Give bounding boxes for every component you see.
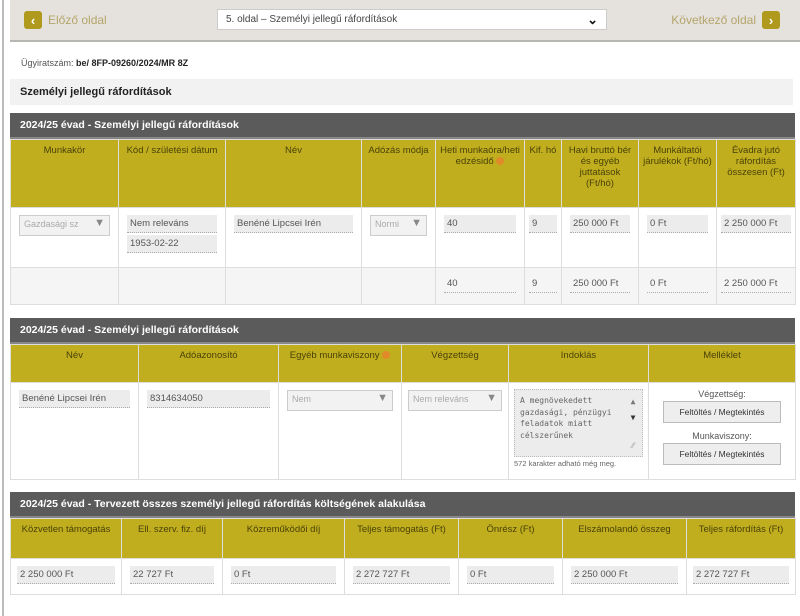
employer-contrib-field: 0 Ft <box>647 215 708 233</box>
col-header: Kif. hó <box>524 139 562 208</box>
settlement-amount-value: 2 250 000 Ft <box>571 566 678 584</box>
qualification-select[interactable]: Nem releváns ▼ <box>408 390 502 411</box>
birth-date-field: 1953-02-22 <box>127 235 217 253</box>
col-header: Végzettség <box>401 344 509 383</box>
col-header: Munkakör <box>10 139 119 208</box>
col-header-label: Heti munkaóra/heti edzésidő <box>440 145 520 167</box>
case-number: Ügyiratszám: be/ 8FP-09260/2024/MR 8Z <box>21 58 188 68</box>
info-icon[interactable] <box>382 351 391 360</box>
control-fee-value: 22 727 Ft <box>130 566 214 584</box>
total-expense-value: 2 272 727 Ft <box>693 566 789 584</box>
chevron-down-icon: ▼ <box>94 217 105 229</box>
col-header: Elszámolandó összeg <box>562 518 687 559</box>
chevron-down-icon: ▼ <box>411 217 422 229</box>
scroll-down-icon[interactable]: ▼ <box>630 413 636 422</box>
previous-page-label: Előző oldal <box>48 13 107 27</box>
season-total-field: 2 250 000 Ft <box>721 215 791 233</box>
table-row: 2 250 000 Ft 22 727 Ft 0 Ft 2 272 727 Ft… <box>10 558 796 595</box>
total-support-value: 2 272 727 Ft <box>353 566 450 584</box>
col-header: Adóazonosító <box>138 344 279 383</box>
total-months: 9 <box>529 275 557 293</box>
personnel-costs-panel: 2024/25 évad - Személyi jellegű ráfordít… <box>10 113 796 305</box>
col-header: Indoklás <box>508 344 649 383</box>
justification-textarea[interactable]: A megnövekedett gazdasági, pénzügyi fela… <box>514 389 643 457</box>
job-select[interactable]: Gazdasági sz ▼ <box>19 215 110 236</box>
col-header: Név <box>10 344 139 383</box>
tax-id-field: 8314634050 <box>147 390 270 408</box>
qualification-upload-button[interactable]: Feltöltés / Megtekintés <box>663 401 781 423</box>
total-season: 2 250 000 Ft <box>721 275 791 293</box>
case-number-value: be/ 8FP-09260/2024/MR 8Z <box>76 58 189 68</box>
page-border <box>2 0 4 616</box>
chevron-left-icon: ‹ <box>24 11 42 29</box>
col-header: Melléklet <box>648 344 796 383</box>
panel-title: 2024/25 évad - Személyi jellegű ráfordít… <box>10 113 795 139</box>
panel-title: 2024/25 évad - Tervezett összes személyi… <box>10 492 795 518</box>
monthly-salary-field: 250 000 Ft <box>570 215 630 233</box>
char-counter: 572 karakter adható még meg. <box>514 459 617 468</box>
total-monthly-salary: 250 000 Ft <box>570 275 630 293</box>
table-row: Gazdasági sz ▼ Nem releváns 1953-02-22 Ben… <box>10 207 796 268</box>
textarea-scrollbar[interactable]: ▲ ▼ ⁄⁄ <box>626 394 640 454</box>
planned-costs-panel: 2024/25 évad - Tervezett összes személyi… <box>10 492 796 595</box>
col-header: Önrész (Ft) <box>458 518 563 559</box>
next-page-label: Következő oldal <box>671 13 756 27</box>
code-field: Nem releváns <box>127 215 217 233</box>
section-title: Személyi jellegű ráfordítások <box>10 79 793 105</box>
col-header: Közreműködői díj <box>222 518 345 559</box>
page-navigation: ‹ Előző oldal 5. oldal – Személyi jellegű… <box>10 0 800 42</box>
chevron-down-icon: ▼ <box>377 392 388 404</box>
name-field: Benéné Lipcsei Irén <box>19 390 130 408</box>
col-header: Munkáltatói járulékok (Ft/hó) <box>638 139 717 208</box>
page-select[interactable]: 5. oldal – Személyi jellegű ráfordítások… <box>217 9 607 30</box>
job-select-value: Gazdasági sz <box>24 219 79 229</box>
col-header: Egyéb munkaviszony <box>278 344 402 383</box>
col-header: Havi bruttó bér és egyéb juttatások (Ft/… <box>561 139 639 208</box>
col-header: Név <box>225 139 362 208</box>
info-icon[interactable] <box>496 157 505 166</box>
total-employer-contrib: 0 Ft <box>647 275 708 293</box>
chevron-down-icon: ▼ <box>486 392 497 404</box>
other-employment-select[interactable]: Nem ▼ <box>287 390 393 411</box>
employment-attachment-label: Munkaviszony: <box>692 431 752 441</box>
col-header: Közvetlen támogatás <box>10 518 122 559</box>
col-header: Heti munkaóra/heti edzésidő <box>435 139 525 208</box>
col-header: Ell. szerv. fiz. díj <box>121 518 223 559</box>
total-weekly-hours: 40 <box>444 275 516 293</box>
resize-handle-icon[interactable]: ⁄⁄ <box>631 441 635 450</box>
panel-title: 2024/25 évad - Személyi jellegű ráfordít… <box>10 318 795 344</box>
col-header: Kód / születési dátum <box>118 139 226 208</box>
qualification-attachment-label: Végzettség: <box>698 389 746 399</box>
chevron-down-icon: ⌄ <box>587 12 598 27</box>
total-row: 40 9 250 000 Ft 0 Ft 2 250 000 Ft <box>10 267 796 305</box>
contributor-fee-value: 0 Ft <box>231 566 336 584</box>
personnel-costs-table: Munkakör Kód / születési dátum Név Adózá… <box>10 139 796 305</box>
weekly-hours-field: 40 <box>444 215 516 233</box>
col-header: Teljes ráfordítás (Ft) <box>686 518 796 559</box>
employment-upload-button[interactable]: Feltöltés / Megtekintés <box>663 443 781 465</box>
personnel-details-panel: 2024/25 évad - Személyi jellegű ráfordít… <box>10 318 796 480</box>
qualification-value: Nem releváns <box>413 394 469 404</box>
own-contribution-value: 0 Ft <box>467 566 554 584</box>
tax-method-value: Normi <box>375 219 399 229</box>
previous-page-button[interactable]: ‹ Előző oldal <box>24 11 107 29</box>
scroll-up-icon[interactable]: ▲ <box>630 397 636 406</box>
col-header-label: Egyéb munkaviszony <box>289 350 380 361</box>
tax-method-select[interactable]: Normi ▼ <box>370 215 427 236</box>
personnel-details-table: Név Adóazonosító Egyéb munkaviszony Végz… <box>10 344 796 480</box>
chevron-right-icon: › <box>762 11 780 29</box>
planned-costs-table: Közvetlen támogatás Ell. szerv. fiz. díj… <box>10 518 796 595</box>
case-number-label: Ügyiratszám: <box>21 58 74 68</box>
other-employment-value: Nem <box>292 394 312 404</box>
table-row: Benéné Lipcsei Irén 8314634050 Nem ▼ Nem … <box>10 382 796 480</box>
name-field: Benéné Lipcsei Irén <box>234 215 353 233</box>
next-page-button[interactable]: Következő oldal › <box>671 11 780 29</box>
page-select-value: 5. oldal – Személyi jellegű ráfordítások <box>226 14 398 25</box>
direct-support-value: 2 250 000 Ft <box>17 566 115 584</box>
col-header: Adózás módja <box>361 139 436 208</box>
col-header: Teljes támogatás (Ft) <box>344 518 459 559</box>
justification-text: A megnövekedett gazdasági, pénzügyi fela… <box>520 396 612 440</box>
col-header: Évadra jutó ráfordítás összesen (Ft) <box>716 139 796 208</box>
months-field: 9 <box>529 215 557 233</box>
